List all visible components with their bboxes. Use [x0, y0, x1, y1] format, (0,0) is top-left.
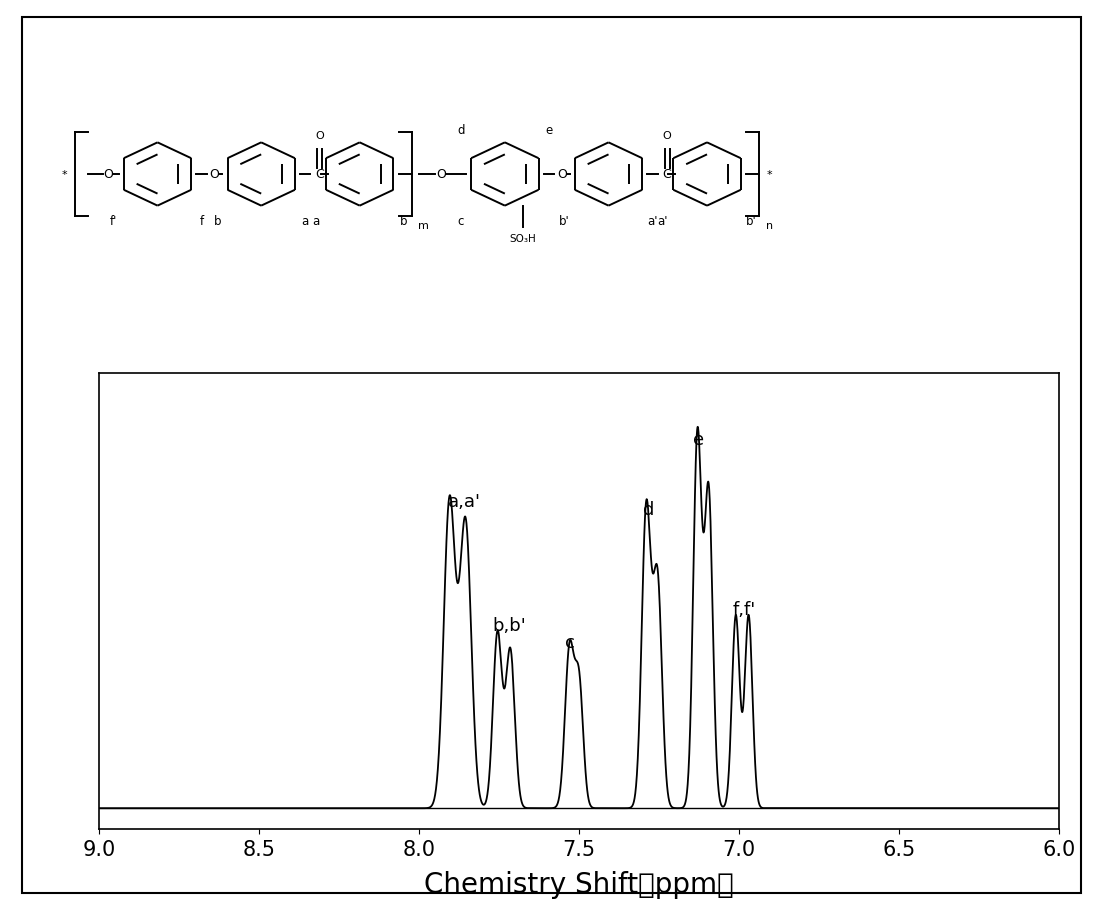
Text: *: *	[62, 169, 67, 179]
Text: O: O	[104, 169, 114, 181]
Text: d: d	[643, 500, 654, 518]
Text: d: d	[457, 124, 464, 137]
Text: b': b'	[559, 215, 570, 228]
X-axis label: Chemistry Shift（ppm）: Chemistry Shift（ppm）	[425, 870, 733, 897]
Text: O: O	[663, 131, 672, 141]
Text: n: n	[765, 221, 773, 231]
Text: c: c	[565, 633, 575, 651]
Text: a,a': a,a'	[448, 492, 481, 510]
Text: b': b'	[746, 215, 757, 228]
Text: O: O	[210, 169, 219, 181]
Text: a': a'	[657, 215, 668, 228]
Text: SO₃H: SO₃H	[510, 234, 536, 244]
Text: a: a	[301, 215, 309, 228]
Text: e: e	[694, 430, 705, 448]
Text: f: f	[200, 215, 204, 228]
Text: m: m	[418, 221, 429, 231]
Text: a': a'	[647, 215, 657, 228]
Text: f,f': f,f'	[732, 599, 756, 618]
Text: *: *	[767, 169, 772, 179]
Text: C: C	[663, 169, 672, 181]
Text: b,b': b,b'	[493, 617, 526, 634]
Text: C: C	[315, 169, 324, 181]
Text: e: e	[545, 124, 553, 137]
Text: b: b	[400, 215, 407, 228]
Text: O: O	[557, 169, 567, 181]
Text: f': f'	[110, 215, 117, 228]
Text: a: a	[312, 215, 319, 228]
Text: b: b	[213, 215, 221, 228]
Text: c: c	[458, 215, 464, 228]
Text: O: O	[315, 131, 324, 141]
Text: O: O	[436, 169, 446, 181]
